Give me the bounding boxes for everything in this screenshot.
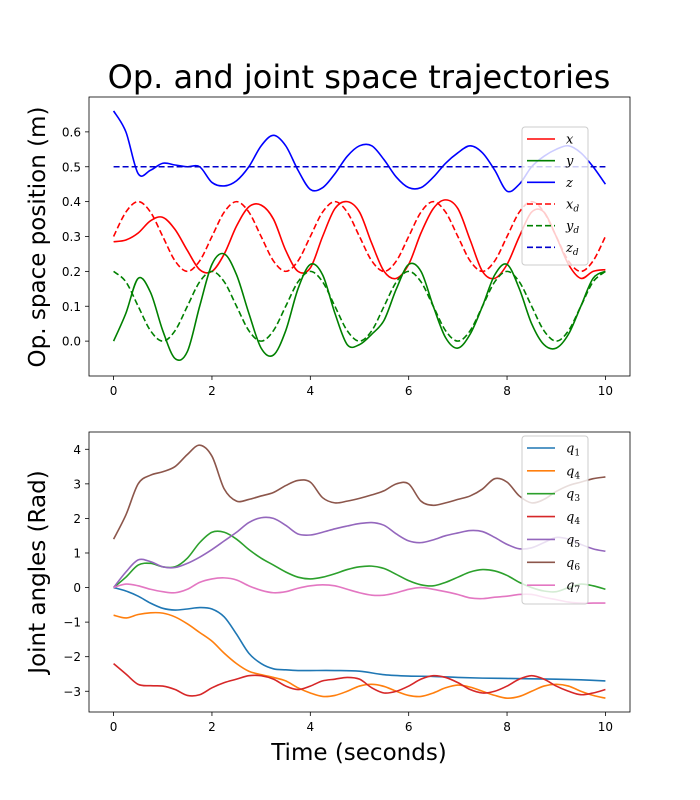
y-tick-label: 3 bbox=[73, 477, 81, 491]
x-tick-label: 10 bbox=[598, 720, 613, 734]
series-line-q4-1 bbox=[113, 611, 606, 699]
y-tick-label: 0.4 bbox=[62, 195, 81, 209]
series-line-yd-4 bbox=[113, 270, 606, 342]
x-tick-label: 10 bbox=[598, 384, 613, 398]
x-tick-label: 6 bbox=[405, 384, 413, 398]
axes-frame bbox=[88, 431, 631, 713]
x-tick-label: 2 bbox=[208, 384, 216, 398]
x-tick-label: 6 bbox=[405, 720, 413, 734]
x-axis-label: Time (seconds) bbox=[270, 740, 447, 766]
y-tick-label: 1 bbox=[73, 546, 81, 560]
series-line-y-1 bbox=[112, 252, 606, 361]
y-axis-label-bottom: Joint angles (Rad) bbox=[25, 470, 51, 675]
y-tick-label: 4 bbox=[73, 443, 81, 457]
legend-entry: x bbox=[566, 133, 574, 148]
chart-title: Op. and joint space trajectories bbox=[108, 58, 611, 96]
y-tick-label: 0.5 bbox=[62, 160, 81, 174]
y-tick-label: −3 bbox=[63, 685, 81, 699]
legend bbox=[521, 126, 589, 266]
y-tick-label: −2 bbox=[63, 650, 81, 664]
y-tick-label: 0.1 bbox=[62, 300, 81, 314]
x-tick-label: 4 bbox=[306, 720, 314, 734]
y-tick-label: 2 bbox=[73, 512, 81, 526]
y-tick-label: −1 bbox=[63, 616, 81, 630]
x-tick-label: 8 bbox=[503, 384, 511, 398]
y-tick-label: 0.0 bbox=[62, 335, 81, 349]
y-axis-label-top: Op. space position (m) bbox=[25, 107, 51, 368]
x-tick-label: 0 bbox=[110, 384, 118, 398]
x-tick-label: 0 bbox=[110, 720, 118, 734]
y-tick-label: 0.6 bbox=[62, 125, 81, 139]
legend-entry: z bbox=[565, 176, 573, 191]
series-line-q4-3 bbox=[113, 662, 606, 697]
series-line-q1-0 bbox=[113, 586, 606, 682]
y-tick-label: 0.3 bbox=[62, 230, 81, 244]
x-tick-label: 2 bbox=[208, 720, 216, 734]
axes-frame bbox=[88, 96, 631, 377]
x-tick-label: 4 bbox=[306, 384, 314, 398]
legend-entry: y bbox=[565, 154, 574, 169]
x-tick-label: 8 bbox=[503, 720, 511, 734]
y-tick-label: 0.2 bbox=[62, 265, 81, 279]
y-tick-label: 0 bbox=[73, 581, 81, 595]
